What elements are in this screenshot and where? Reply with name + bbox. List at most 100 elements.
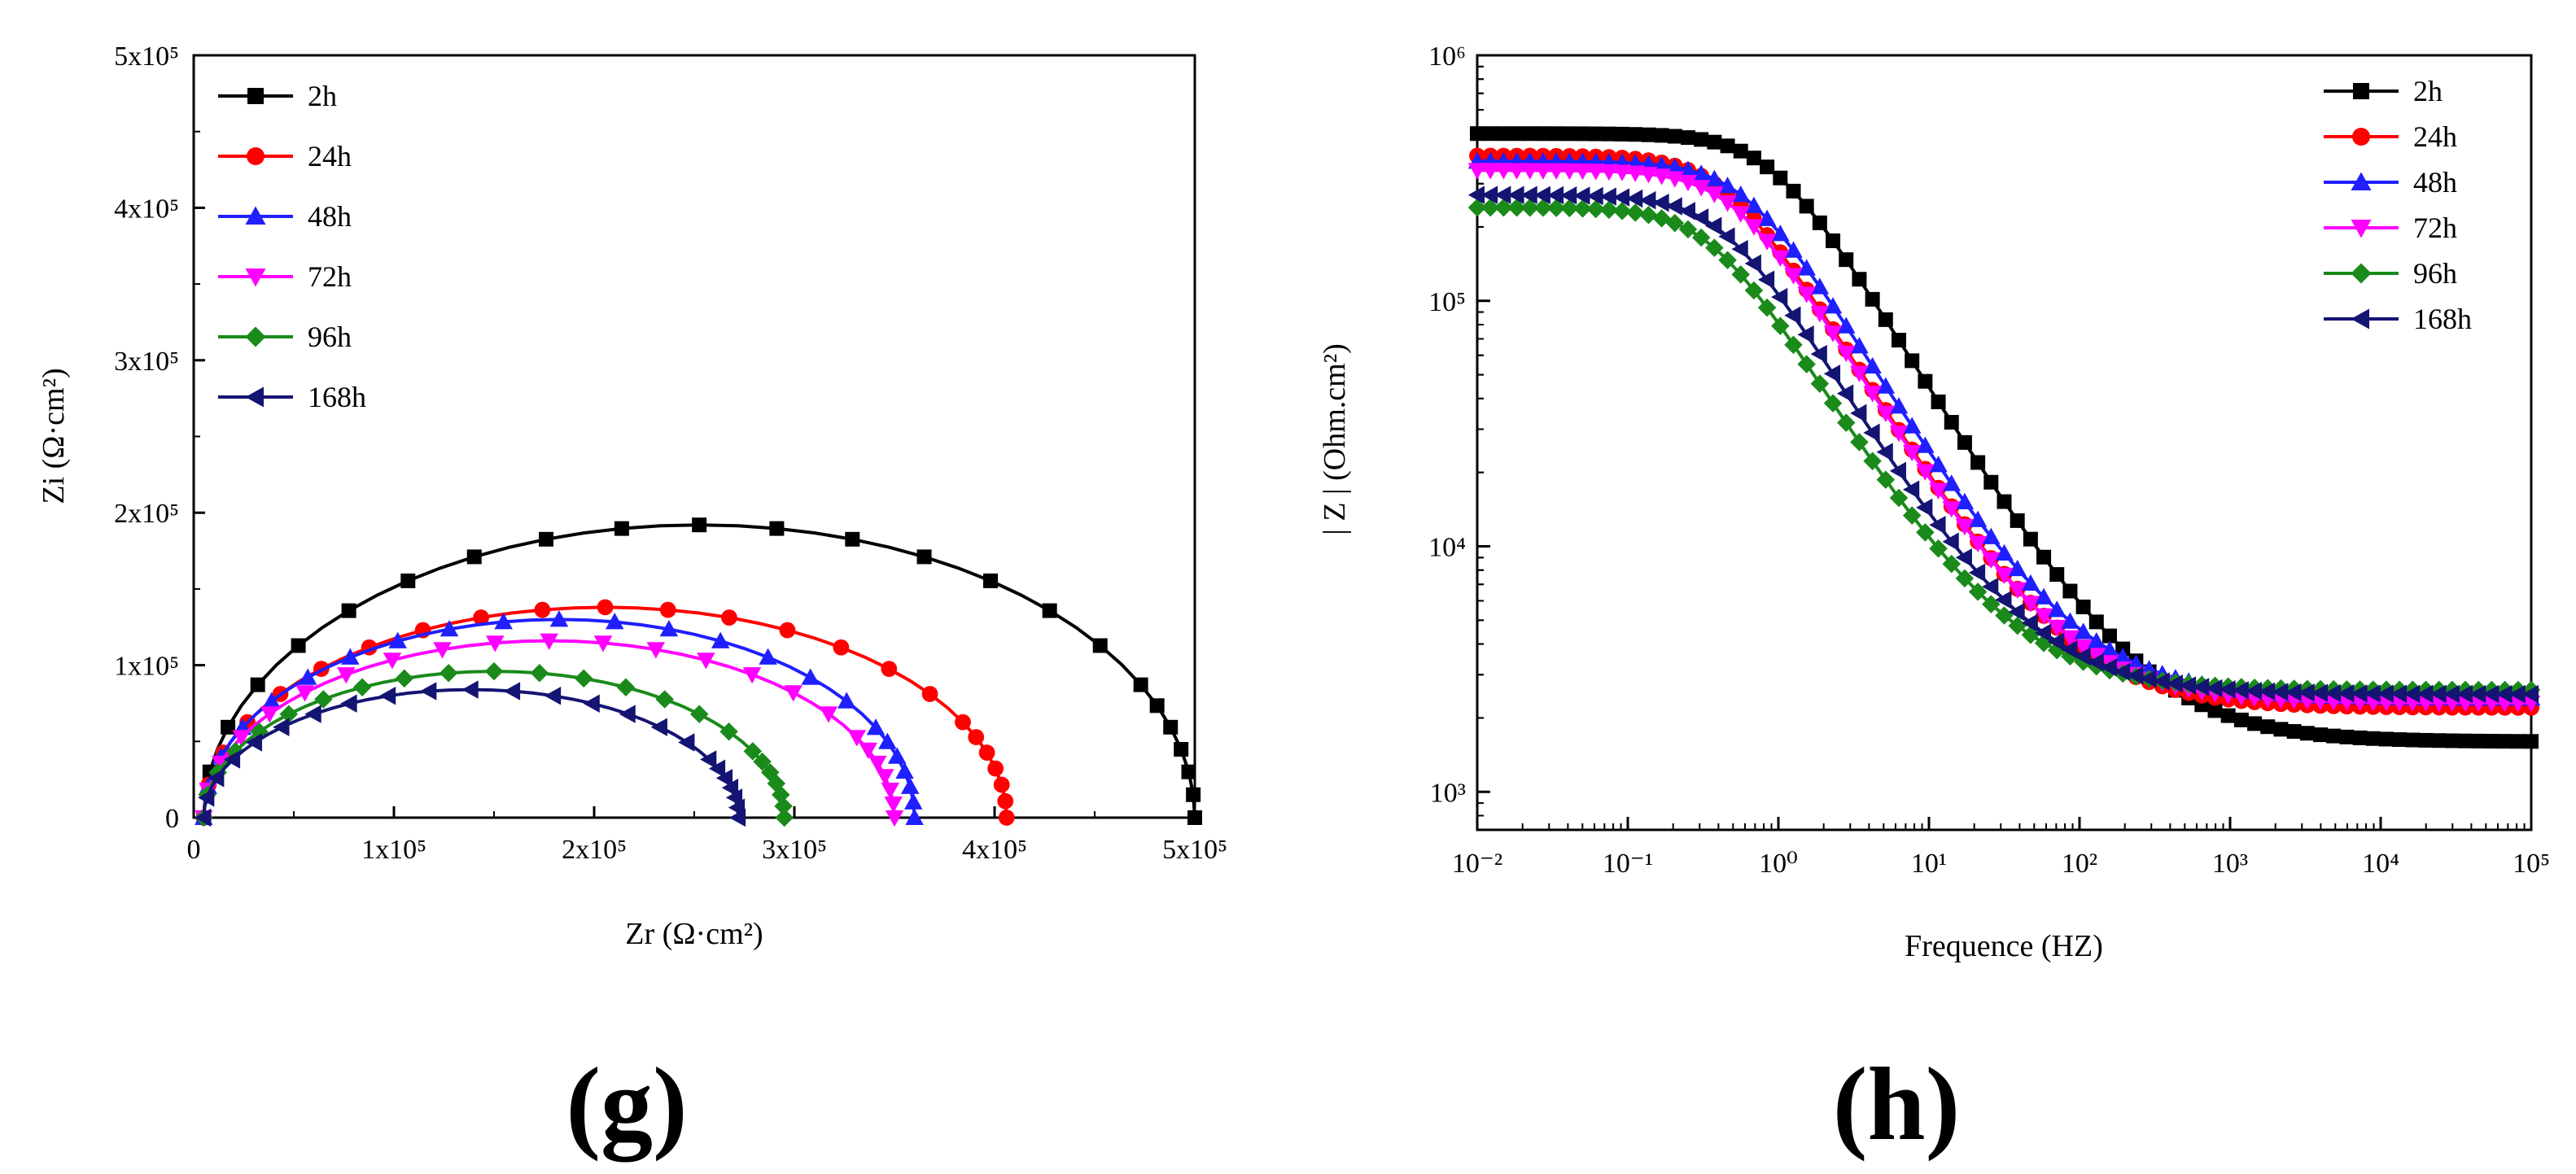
nyquist-point-168h [619, 705, 636, 723]
nyquist-x-axis-label: Zr (Ω·cm²) [625, 917, 763, 951]
bode-point-2h [2023, 531, 2038, 547]
bode-point-96h [1929, 539, 1948, 558]
nyquist-point-72h [884, 796, 903, 814]
bode-point-2h [1522, 126, 1537, 142]
nyquist-line-48h [202, 618, 916, 818]
bode-point-2h [1588, 126, 1603, 142]
bode-point-168h [2245, 681, 2263, 700]
nyquist-point-24h [987, 760, 1004, 777]
bode-point-168h [2206, 679, 2223, 698]
bode-point-72h [1902, 445, 1922, 462]
nyquist-y-tick-label: 0 [165, 804, 179, 834]
bode-point-48h [1678, 160, 1698, 177]
bode-point-168h [1731, 239, 1748, 259]
nyquist-x-tick-label: 5x10⁵ [1162, 835, 1227, 865]
nyquist-point-24h [597, 599, 614, 616]
bode-point-96h [1678, 220, 1698, 239]
bode-legend-label-96h: 96h [2413, 257, 2457, 290]
nyquist-point-2h [845, 531, 860, 547]
nyquist-point-2h [614, 521, 629, 536]
nyquist-legend-marker-72h [245, 268, 266, 287]
nyquist-point-96h [775, 808, 794, 827]
bode-point-168h [1612, 188, 1630, 207]
nyquist-point-48h [905, 808, 924, 825]
bode-point-2h [2075, 599, 2091, 614]
bode-point-72h [2008, 582, 2027, 599]
bode-point-168h [2166, 674, 2183, 693]
bode-point-168h [2456, 684, 2473, 704]
bode-point-48h [1837, 316, 1856, 334]
bode-point-72h [1771, 250, 1790, 267]
nyquist-point-2h [983, 573, 999, 588]
bode-point-96h [1665, 213, 1685, 233]
bode-point-72h [1520, 163, 1539, 180]
bode-point-168h [2153, 672, 2170, 691]
bode-point-168h [2100, 658, 2117, 677]
nyquist-point-48h [262, 692, 281, 709]
bode-point-168h [1942, 532, 1959, 551]
bode-point-168h [1599, 187, 1616, 206]
bode-point-2h [1983, 474, 1999, 490]
nyquist-y-tick-label: 1x10⁵ [114, 652, 179, 682]
nyquist-point-72h [295, 685, 314, 702]
bode-point-168h [1480, 185, 1498, 204]
bode-x-tick-label: 10² [2062, 849, 2097, 879]
bode-point-72h [1823, 325, 1843, 343]
bode-point-2h [1944, 414, 1959, 430]
bode-point-72h [1678, 175, 1698, 192]
nyquist-legend-label-2h: 2h [308, 80, 337, 112]
bode-point-48h [1982, 527, 2001, 544]
nyquist-point-96h [279, 705, 299, 724]
bode-point-96h [1560, 199, 1579, 218]
bode-point-2h [2326, 728, 2342, 744]
bode-point-2h [1535, 126, 1550, 142]
nyquist-point-168h [378, 687, 396, 705]
nyquist-point-168h [715, 769, 733, 788]
bode-legend-label-48h: 48h [2413, 166, 2457, 199]
bode-point-96h [1599, 200, 1619, 220]
bode-y-tick-label: 10⁴ [1428, 533, 1466, 563]
bode-point-48h [1771, 225, 1790, 242]
nyquist-point-96h [774, 796, 793, 816]
nyquist-point-48h [887, 747, 907, 764]
bode-y-tick-label: 10⁵ [1428, 287, 1466, 317]
nyquist-point-72h [336, 667, 356, 684]
bode-legend-marker-72h [2351, 220, 2372, 238]
bode-point-2h [1957, 434, 1972, 450]
bode-point-96h [1863, 452, 1882, 471]
nyquist-point-72h [593, 635, 613, 652]
nyquist-point-2h [250, 677, 265, 692]
bode-point-168h [2259, 682, 2276, 701]
bode-point-72h [1639, 167, 1658, 184]
bode-point-168h [1837, 384, 1854, 403]
nyquist-point-24h [881, 661, 898, 678]
bode-point-96h [1612, 202, 1632, 220]
bode-point-48h [1942, 474, 1961, 491]
bode-point-96h [1507, 198, 1526, 217]
bode-legend-label-24h: 24h [2413, 120, 2457, 153]
bode-point-96h [1718, 251, 1737, 270]
bode-x-tick-label: 10³ [2212, 849, 2248, 879]
nyquist-point-24h [997, 792, 1014, 810]
bode-point-72h [1797, 286, 1816, 303]
bode-point-2h [2418, 732, 2434, 748]
bode-point-168h [1771, 287, 1788, 307]
bode-point-72h [2087, 648, 2106, 665]
nyquist-point-48h [298, 668, 317, 685]
bode-point-168h [2087, 652, 2104, 672]
nyquist-point-96h [743, 742, 763, 761]
bode-point-72h [1573, 164, 1592, 181]
nyquist-point-168h [678, 733, 695, 752]
bode-point-72h [1863, 386, 1882, 403]
bode-point-48h [1850, 337, 1869, 354]
bode-point-168h [1863, 423, 1880, 443]
nyquist-point-168h [650, 718, 667, 736]
bode-point-2h [1628, 127, 1643, 142]
bode-point-72h [1744, 219, 1764, 236]
bode-point-2h [2260, 719, 2276, 735]
nyquist-point-168h [503, 682, 521, 700]
nyquist-point-72h [697, 652, 715, 670]
nyquist-point-24h [721, 609, 737, 626]
bode-point-168h [1955, 548, 1972, 567]
nyquist-point-48h [759, 648, 777, 665]
